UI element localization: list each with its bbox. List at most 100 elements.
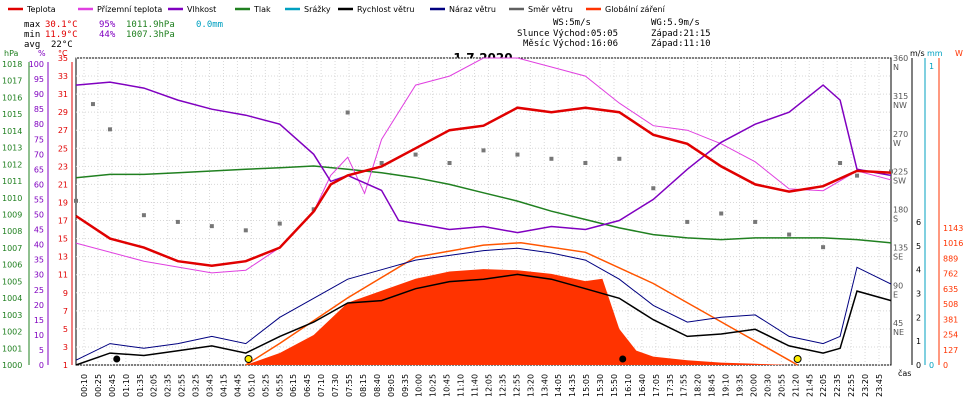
wind-dir-point xyxy=(549,156,554,161)
time-tick-label: 22:05 xyxy=(819,374,828,397)
pressure-line xyxy=(75,165,892,244)
wind-dir-tick-name: NW xyxy=(893,101,907,110)
watt-tick-label: 635 xyxy=(943,285,958,294)
hpa-tick-label: 1011 xyxy=(2,177,22,186)
time-tick-label: 05:10 xyxy=(247,374,256,397)
wind-dir-point xyxy=(413,152,418,157)
temperature-line xyxy=(75,106,892,267)
celsius-tick-label: 33 xyxy=(58,72,68,81)
hpa-tick-label: 1001 xyxy=(2,344,22,353)
wind-dir-point xyxy=(141,213,146,218)
ms-tick-label: 0 xyxy=(916,361,921,370)
hpa-tick-label: 1000 xyxy=(2,361,22,370)
wind-dir-tick-name: N xyxy=(893,63,899,72)
ms-tick-label: 4 xyxy=(916,266,921,275)
time-tick-label: 12:05 xyxy=(484,374,493,397)
celsius-tick-label: 21 xyxy=(58,180,68,189)
watt-tick-label: 0 xyxy=(943,361,948,370)
stats-max-temp: 30.1°C xyxy=(45,20,78,30)
wind-dir-point xyxy=(90,102,95,107)
time-tick-label: 13:20 xyxy=(526,374,535,397)
hpa-tick-label: 1005 xyxy=(2,277,22,286)
time-tick-label: 21:20 xyxy=(791,374,800,397)
time-tick-label: 23:45 xyxy=(875,374,884,397)
legend-label: Směr větru xyxy=(528,5,573,14)
time-tick-label: 06:15 xyxy=(289,374,298,397)
watt-tick-label: 1016 xyxy=(943,239,963,248)
hpa-tick-label: 1003 xyxy=(2,311,22,320)
time-tick-label: 21:45 xyxy=(805,374,814,397)
ms-tick-label: 3 xyxy=(916,290,921,299)
percent-tick-label: 0 xyxy=(39,361,44,370)
wind-dir-tick-label: 270 xyxy=(893,130,908,139)
celsius-tick-label: 31 xyxy=(58,90,68,99)
time-tick-label: 04:45 xyxy=(233,374,242,397)
legend: Teplota Přízemní teplota Vlhkost Tlak Srážky… xyxy=(8,5,666,14)
watt-tick-label: 127 xyxy=(943,346,958,355)
wind-dir-point xyxy=(821,245,826,250)
time-tick-label: 14:35 xyxy=(568,374,577,397)
wind-dir-point xyxy=(787,232,792,237)
time-tick-label: 20:55 xyxy=(777,374,786,397)
wind-dir-point xyxy=(617,156,622,161)
time-tick-label: 11:10 xyxy=(457,374,466,397)
hpa-tick-label: 1007 xyxy=(2,244,22,253)
percent-tick-label: 45 xyxy=(34,226,44,235)
time-tick-label: 00:10 xyxy=(80,374,89,397)
wind-dir-point xyxy=(481,148,486,153)
sun-moon-block: WS:5m/s WG:5.9m/s Slunce Východ:05:05 Zá… xyxy=(517,18,711,49)
wind-dir-tick-label: 360 xyxy=(893,54,908,63)
wind-dir-point xyxy=(379,161,384,165)
time-tick-label: 17:05 xyxy=(652,374,661,397)
hpa-tick-label: 1017 xyxy=(2,77,22,86)
time-tick-label: 01:35 xyxy=(136,374,145,397)
time-tick-label: 14:05 xyxy=(554,374,563,397)
stats-min-temp: 11.9°C xyxy=(45,30,78,40)
time-tick-label: 04:15 xyxy=(219,374,228,397)
celsius-tick-label: 3 xyxy=(63,343,68,352)
time-tick-label: 12:35 xyxy=(498,374,507,397)
wind-gust-line xyxy=(75,247,892,361)
wind-speed-line xyxy=(75,273,892,366)
stats-max-label: max xyxy=(24,20,41,30)
mm-tick-label: 0 xyxy=(929,361,934,370)
hpa-tick-label: 1016 xyxy=(2,93,22,102)
time-tick-label: 00:45 xyxy=(108,374,117,397)
percent-tick-label: 100 xyxy=(29,60,44,69)
celsius-tick-label: 25 xyxy=(58,144,68,153)
time-axis-label: čas xyxy=(898,368,911,378)
ms-tick-label: 5 xyxy=(916,242,921,251)
percent-tick-label: 35 xyxy=(34,256,44,265)
time-tick-label: 22:55 xyxy=(847,374,856,397)
wind-dir-point xyxy=(209,224,214,229)
sunrise-marker xyxy=(244,355,253,363)
celsius-tick-label: 23 xyxy=(58,162,68,171)
wind-dir-point xyxy=(651,186,656,191)
time-tick-label: 08:15 xyxy=(359,374,368,397)
celsius-tick-label: 35 xyxy=(58,54,68,63)
percent-tick-label: 5 xyxy=(39,346,44,355)
percent-tick-label: 10 xyxy=(34,331,44,340)
wind-dir-point xyxy=(107,127,112,132)
wind-dir-tick-name: SE xyxy=(893,252,903,261)
watt-tick-label: 381 xyxy=(943,315,958,324)
legend-label: Teplota xyxy=(26,5,56,14)
legend-label: Globální záření xyxy=(605,5,666,14)
celsius-tick-label: 7 xyxy=(63,307,68,316)
mm-axis-label: mm xyxy=(927,49,943,58)
global-radiation-area xyxy=(76,269,891,365)
watt-tick-label: 762 xyxy=(943,270,958,279)
time-tick-label: 10:00 xyxy=(415,374,424,397)
moonset-marker xyxy=(113,355,121,363)
watt-tick-label: 508 xyxy=(943,300,958,309)
watt-tick-label: 1143 xyxy=(943,224,963,233)
percent-tick-label: 85 xyxy=(34,105,44,114)
watt-axis-label: W xyxy=(955,49,963,58)
axes: 00:10 00:25 00:45 01:10 01:35 02:05 02:35 02:55… xyxy=(2,49,963,397)
wind-dir-tick-label: 225 xyxy=(893,168,908,177)
time-tick-label: 03:25 xyxy=(192,374,201,397)
stats-max-press: 1011.9hPa xyxy=(126,20,175,30)
celsius-tick-label: 17 xyxy=(58,217,68,226)
time-tick-label: 19:10 xyxy=(722,374,731,397)
